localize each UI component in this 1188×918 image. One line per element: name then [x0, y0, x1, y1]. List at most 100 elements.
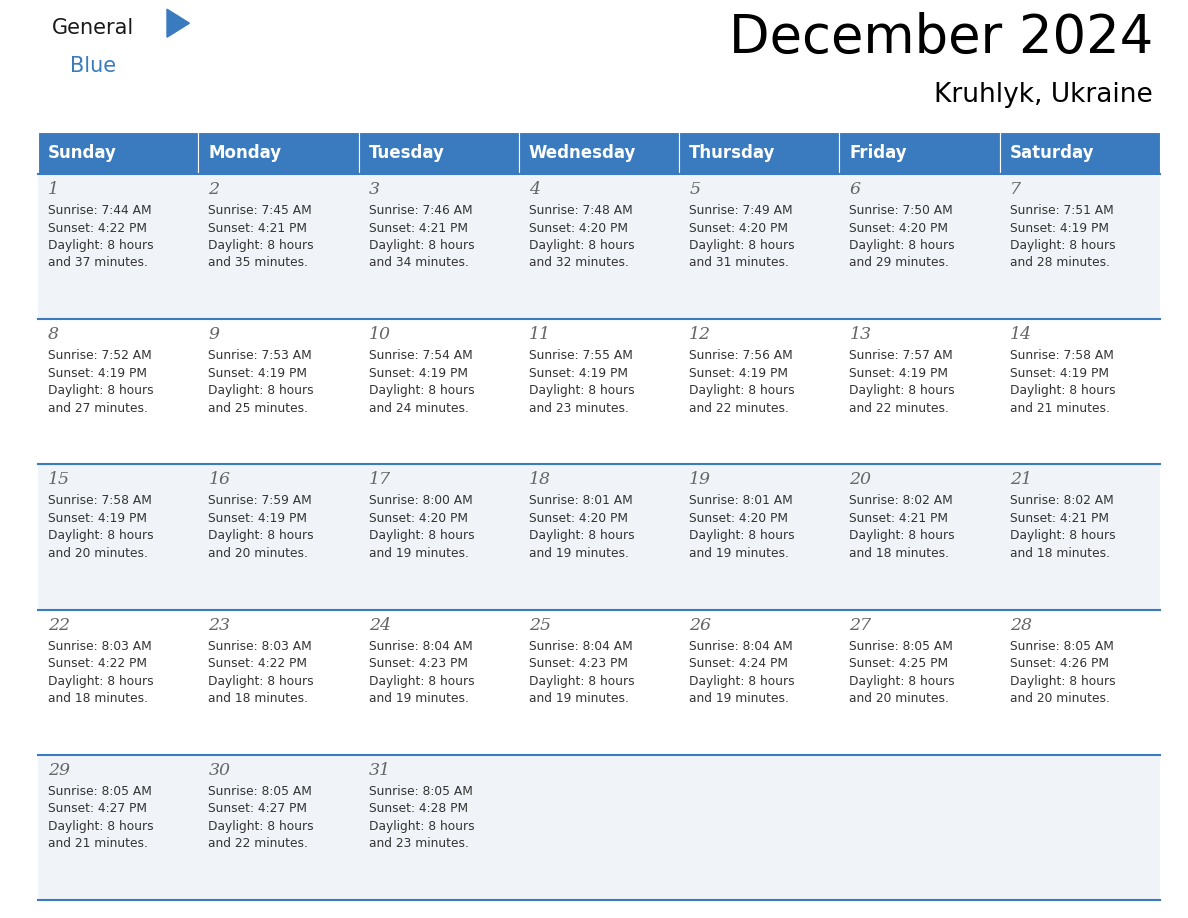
Text: Sunday: Sunday: [48, 144, 116, 162]
Text: Daylight: 8 hours: Daylight: 8 hours: [529, 385, 634, 397]
Text: Daylight: 8 hours: Daylight: 8 hours: [849, 675, 955, 688]
Text: Sunrise: 7:55 AM: Sunrise: 7:55 AM: [529, 349, 633, 363]
Text: 6: 6: [849, 181, 860, 198]
Text: Sunrise: 8:04 AM: Sunrise: 8:04 AM: [368, 640, 473, 653]
Text: Sunrise: 8:05 AM: Sunrise: 8:05 AM: [368, 785, 473, 798]
Text: and 19 minutes.: and 19 minutes.: [368, 692, 468, 705]
Text: Blue: Blue: [70, 56, 116, 76]
Bar: [1000, 132, 1159, 174]
Text: and 22 minutes.: and 22 minutes.: [849, 402, 949, 415]
Bar: [519, 132, 680, 174]
Text: 8: 8: [48, 326, 59, 343]
Text: Sunset: 4:22 PM: Sunset: 4:22 PM: [208, 657, 308, 670]
Bar: [680, 132, 840, 174]
Text: Sunrise: 7:57 AM: Sunrise: 7:57 AM: [849, 349, 953, 363]
Text: 10: 10: [368, 326, 391, 343]
Text: Daylight: 8 hours: Daylight: 8 hours: [48, 530, 153, 543]
Text: Daylight: 8 hours: Daylight: 8 hours: [849, 385, 955, 397]
Text: Sunset: 4:19 PM: Sunset: 4:19 PM: [368, 366, 468, 380]
Text: Sunset: 4:20 PM: Sunset: 4:20 PM: [689, 221, 788, 234]
Text: Sunrise: 8:05 AM: Sunrise: 8:05 AM: [849, 640, 953, 653]
Text: Wednesday: Wednesday: [529, 144, 637, 162]
Bar: [359, 132, 519, 174]
Text: Daylight: 8 hours: Daylight: 8 hours: [208, 675, 314, 688]
Text: and 25 minutes.: and 25 minutes.: [208, 402, 308, 415]
Text: Daylight: 8 hours: Daylight: 8 hours: [208, 820, 314, 833]
Text: 11: 11: [529, 326, 551, 343]
Text: and 31 minutes.: and 31 minutes.: [689, 256, 789, 270]
Text: 17: 17: [368, 472, 391, 488]
Text: Sunrise: 8:00 AM: Sunrise: 8:00 AM: [368, 495, 473, 508]
Text: and 23 minutes.: and 23 minutes.: [529, 402, 628, 415]
Text: Sunset: 4:19 PM: Sunset: 4:19 PM: [48, 366, 147, 380]
Text: and 18 minutes.: and 18 minutes.: [849, 547, 949, 560]
Text: Sunset: 4:19 PM: Sunset: 4:19 PM: [689, 366, 788, 380]
Text: Sunrise: 7:48 AM: Sunrise: 7:48 AM: [529, 204, 632, 217]
Text: Daylight: 8 hours: Daylight: 8 hours: [368, 530, 474, 543]
Text: 16: 16: [208, 472, 230, 488]
Text: Daylight: 8 hours: Daylight: 8 hours: [368, 675, 474, 688]
Text: Sunset: 4:20 PM: Sunset: 4:20 PM: [529, 221, 627, 234]
Text: 4: 4: [529, 181, 539, 198]
Text: Sunrise: 8:05 AM: Sunrise: 8:05 AM: [1010, 640, 1113, 653]
Text: Sunset: 4:22 PM: Sunset: 4:22 PM: [48, 657, 147, 670]
Text: Daylight: 8 hours: Daylight: 8 hours: [1010, 385, 1116, 397]
Text: Monday: Monday: [208, 144, 282, 162]
Text: Sunset: 4:21 PM: Sunset: 4:21 PM: [208, 221, 308, 234]
Text: and 19 minutes.: and 19 minutes.: [529, 692, 628, 705]
Text: 13: 13: [849, 326, 872, 343]
Text: Sunset: 4:19 PM: Sunset: 4:19 PM: [208, 366, 308, 380]
Text: Friday: Friday: [849, 144, 908, 162]
Text: Sunset: 4:19 PM: Sunset: 4:19 PM: [1010, 221, 1108, 234]
Text: Daylight: 8 hours: Daylight: 8 hours: [48, 385, 153, 397]
Text: Saturday: Saturday: [1010, 144, 1094, 162]
Text: Daylight: 8 hours: Daylight: 8 hours: [48, 675, 153, 688]
Text: and 19 minutes.: and 19 minutes.: [529, 547, 628, 560]
Bar: [38, 174, 1159, 319]
Text: 31: 31: [368, 762, 391, 778]
Text: Daylight: 8 hours: Daylight: 8 hours: [368, 820, 474, 833]
Text: Sunrise: 8:05 AM: Sunrise: 8:05 AM: [208, 785, 312, 798]
Text: and 23 minutes.: and 23 minutes.: [368, 837, 468, 850]
Text: Sunset: 4:26 PM: Sunset: 4:26 PM: [1010, 657, 1108, 670]
Text: Sunset: 4:23 PM: Sunset: 4:23 PM: [368, 657, 468, 670]
Text: 24: 24: [368, 617, 391, 633]
Text: Sunset: 4:21 PM: Sunset: 4:21 PM: [1010, 512, 1108, 525]
Text: 23: 23: [208, 617, 230, 633]
Text: and 21 minutes.: and 21 minutes.: [1010, 402, 1110, 415]
Text: Sunrise: 8:01 AM: Sunrise: 8:01 AM: [689, 495, 792, 508]
Text: Daylight: 8 hours: Daylight: 8 hours: [1010, 239, 1116, 252]
Text: and 20 minutes.: and 20 minutes.: [1010, 692, 1110, 705]
Text: Sunrise: 8:02 AM: Sunrise: 8:02 AM: [849, 495, 953, 508]
Text: Daylight: 8 hours: Daylight: 8 hours: [208, 530, 314, 543]
Text: Sunrise: 7:50 AM: Sunrise: 7:50 AM: [849, 204, 953, 217]
Text: Sunset: 4:19 PM: Sunset: 4:19 PM: [1010, 366, 1108, 380]
Bar: [840, 132, 1000, 174]
Text: and 24 minutes.: and 24 minutes.: [368, 402, 468, 415]
Text: Daylight: 8 hours: Daylight: 8 hours: [48, 820, 153, 833]
Text: and 37 minutes.: and 37 minutes.: [48, 256, 147, 270]
Text: Daylight: 8 hours: Daylight: 8 hours: [48, 239, 153, 252]
Text: Sunrise: 7:46 AM: Sunrise: 7:46 AM: [368, 204, 472, 217]
Text: Sunrise: 8:05 AM: Sunrise: 8:05 AM: [48, 785, 152, 798]
Text: Sunset: 4:24 PM: Sunset: 4:24 PM: [689, 657, 788, 670]
Text: 7: 7: [1010, 181, 1020, 198]
Text: Sunrise: 8:03 AM: Sunrise: 8:03 AM: [208, 640, 312, 653]
Text: Daylight: 8 hours: Daylight: 8 hours: [689, 239, 795, 252]
Text: Daylight: 8 hours: Daylight: 8 hours: [689, 530, 795, 543]
Text: Daylight: 8 hours: Daylight: 8 hours: [689, 385, 795, 397]
Text: and 20 minutes.: and 20 minutes.: [849, 692, 949, 705]
Text: Sunrise: 7:56 AM: Sunrise: 7:56 AM: [689, 349, 792, 363]
Text: and 18 minutes.: and 18 minutes.: [48, 692, 148, 705]
Text: Daylight: 8 hours: Daylight: 8 hours: [208, 385, 314, 397]
Text: and 27 minutes.: and 27 minutes.: [48, 402, 147, 415]
Text: Daylight: 8 hours: Daylight: 8 hours: [529, 239, 634, 252]
Text: Daylight: 8 hours: Daylight: 8 hours: [689, 675, 795, 688]
Text: and 35 minutes.: and 35 minutes.: [208, 256, 308, 270]
Text: 27: 27: [849, 617, 872, 633]
Text: Sunrise: 8:04 AM: Sunrise: 8:04 AM: [689, 640, 792, 653]
Text: Sunrise: 8:03 AM: Sunrise: 8:03 AM: [48, 640, 152, 653]
Text: Sunset: 4:25 PM: Sunset: 4:25 PM: [849, 657, 948, 670]
Text: Sunset: 4:22 PM: Sunset: 4:22 PM: [48, 221, 147, 234]
Text: Daylight: 8 hours: Daylight: 8 hours: [529, 530, 634, 543]
